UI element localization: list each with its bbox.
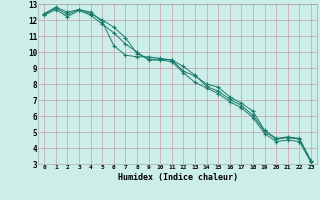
X-axis label: Humidex (Indice chaleur): Humidex (Indice chaleur): [118, 173, 238, 182]
